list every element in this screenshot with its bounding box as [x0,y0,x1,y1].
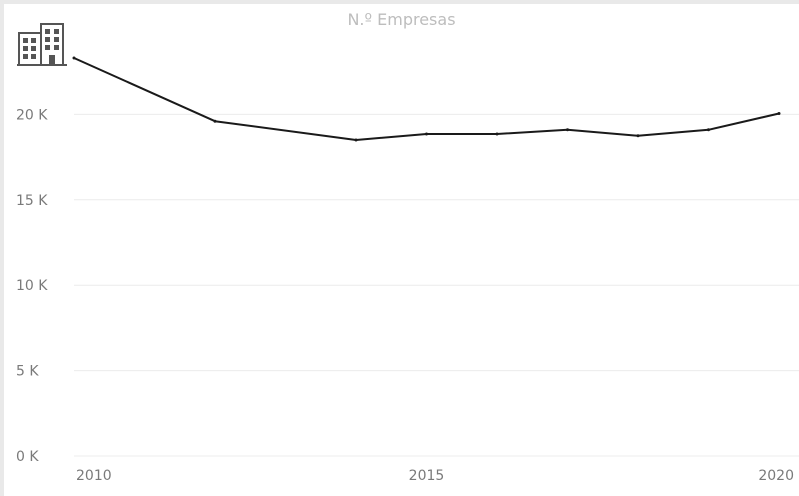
building-icon [17,23,67,66]
line-chart: 0 K 5 K 10 K 15 K 20 K 2010 2015 2020 [16,56,799,484]
y-tick-label: 15 K [16,193,48,209]
x-tick-label: 2010 [76,468,112,484]
data-point [707,128,710,132]
chart-card: N.º Empresas 0 K 5 K 10 K 15 K 20 K 2010 2015… [4,4,799,496]
y-tick-label: 20 K [16,107,48,123]
data-point [72,56,76,60]
x-tick-label: 2020 [758,468,794,484]
x-tick-label: 2015 [409,468,445,484]
data-point [636,134,640,138]
data-point [213,119,217,123]
data-point [425,132,428,136]
y-tick-label: 5 K [16,364,39,380]
data-point [354,138,358,142]
y-tick-label: 0 K [16,449,39,465]
series-line [73,57,780,141]
data-point [777,112,781,116]
y-tick-label: 10 K [16,278,48,294]
data-point [495,132,499,136]
data-point [566,128,569,132]
chart-title: N.º Empresas [347,10,456,29]
